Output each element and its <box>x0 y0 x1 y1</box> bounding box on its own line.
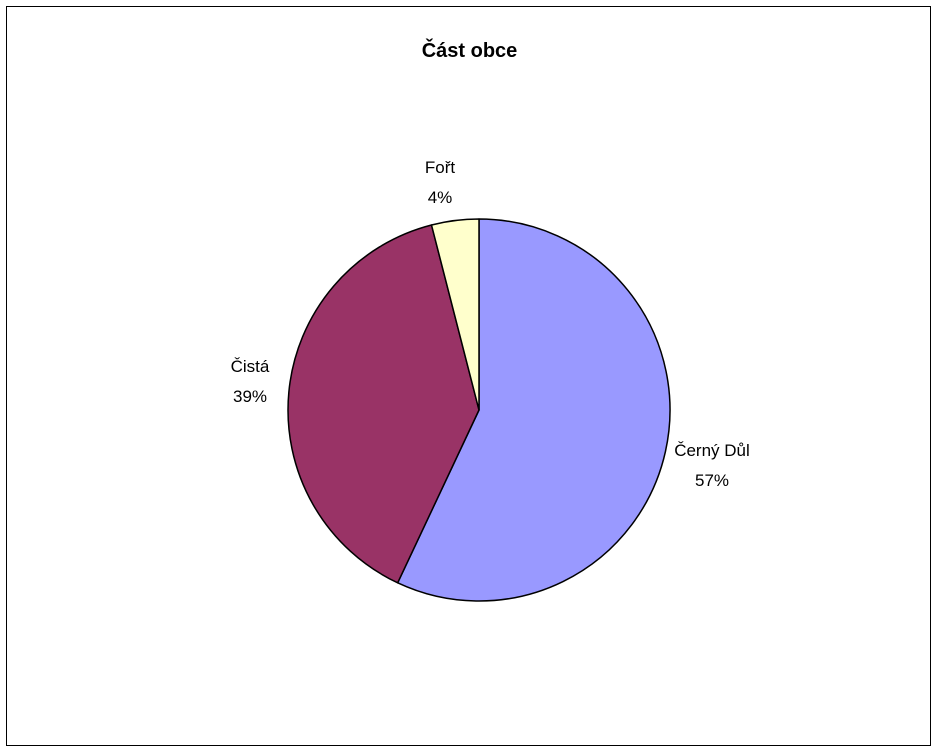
pie-slice-0 <box>396 218 671 602</box>
pie-slice-1 <box>287 224 480 584</box>
chart-title: Část obce <box>421 40 518 62</box>
slice-percent-0: 57% <box>695 471 729 490</box>
slice-label-0: Černý Důl <box>674 441 750 460</box>
pie-slice-2 <box>430 218 480 411</box>
slice-percent-2: 4% <box>428 188 453 207</box>
slice-label-2: Fořt <box>425 158 456 177</box>
pie-chart: Černý Důl 57% Čistá 39% Fořt 4% <box>231 158 750 602</box>
slice-label-1: Čistá <box>231 357 270 376</box>
pie-slices <box>287 218 671 602</box>
slice-labels: Černý Důl 57% Čistá 39% Fořt 4% <box>231 158 750 490</box>
slice-percent-1: 39% <box>233 387 267 406</box>
